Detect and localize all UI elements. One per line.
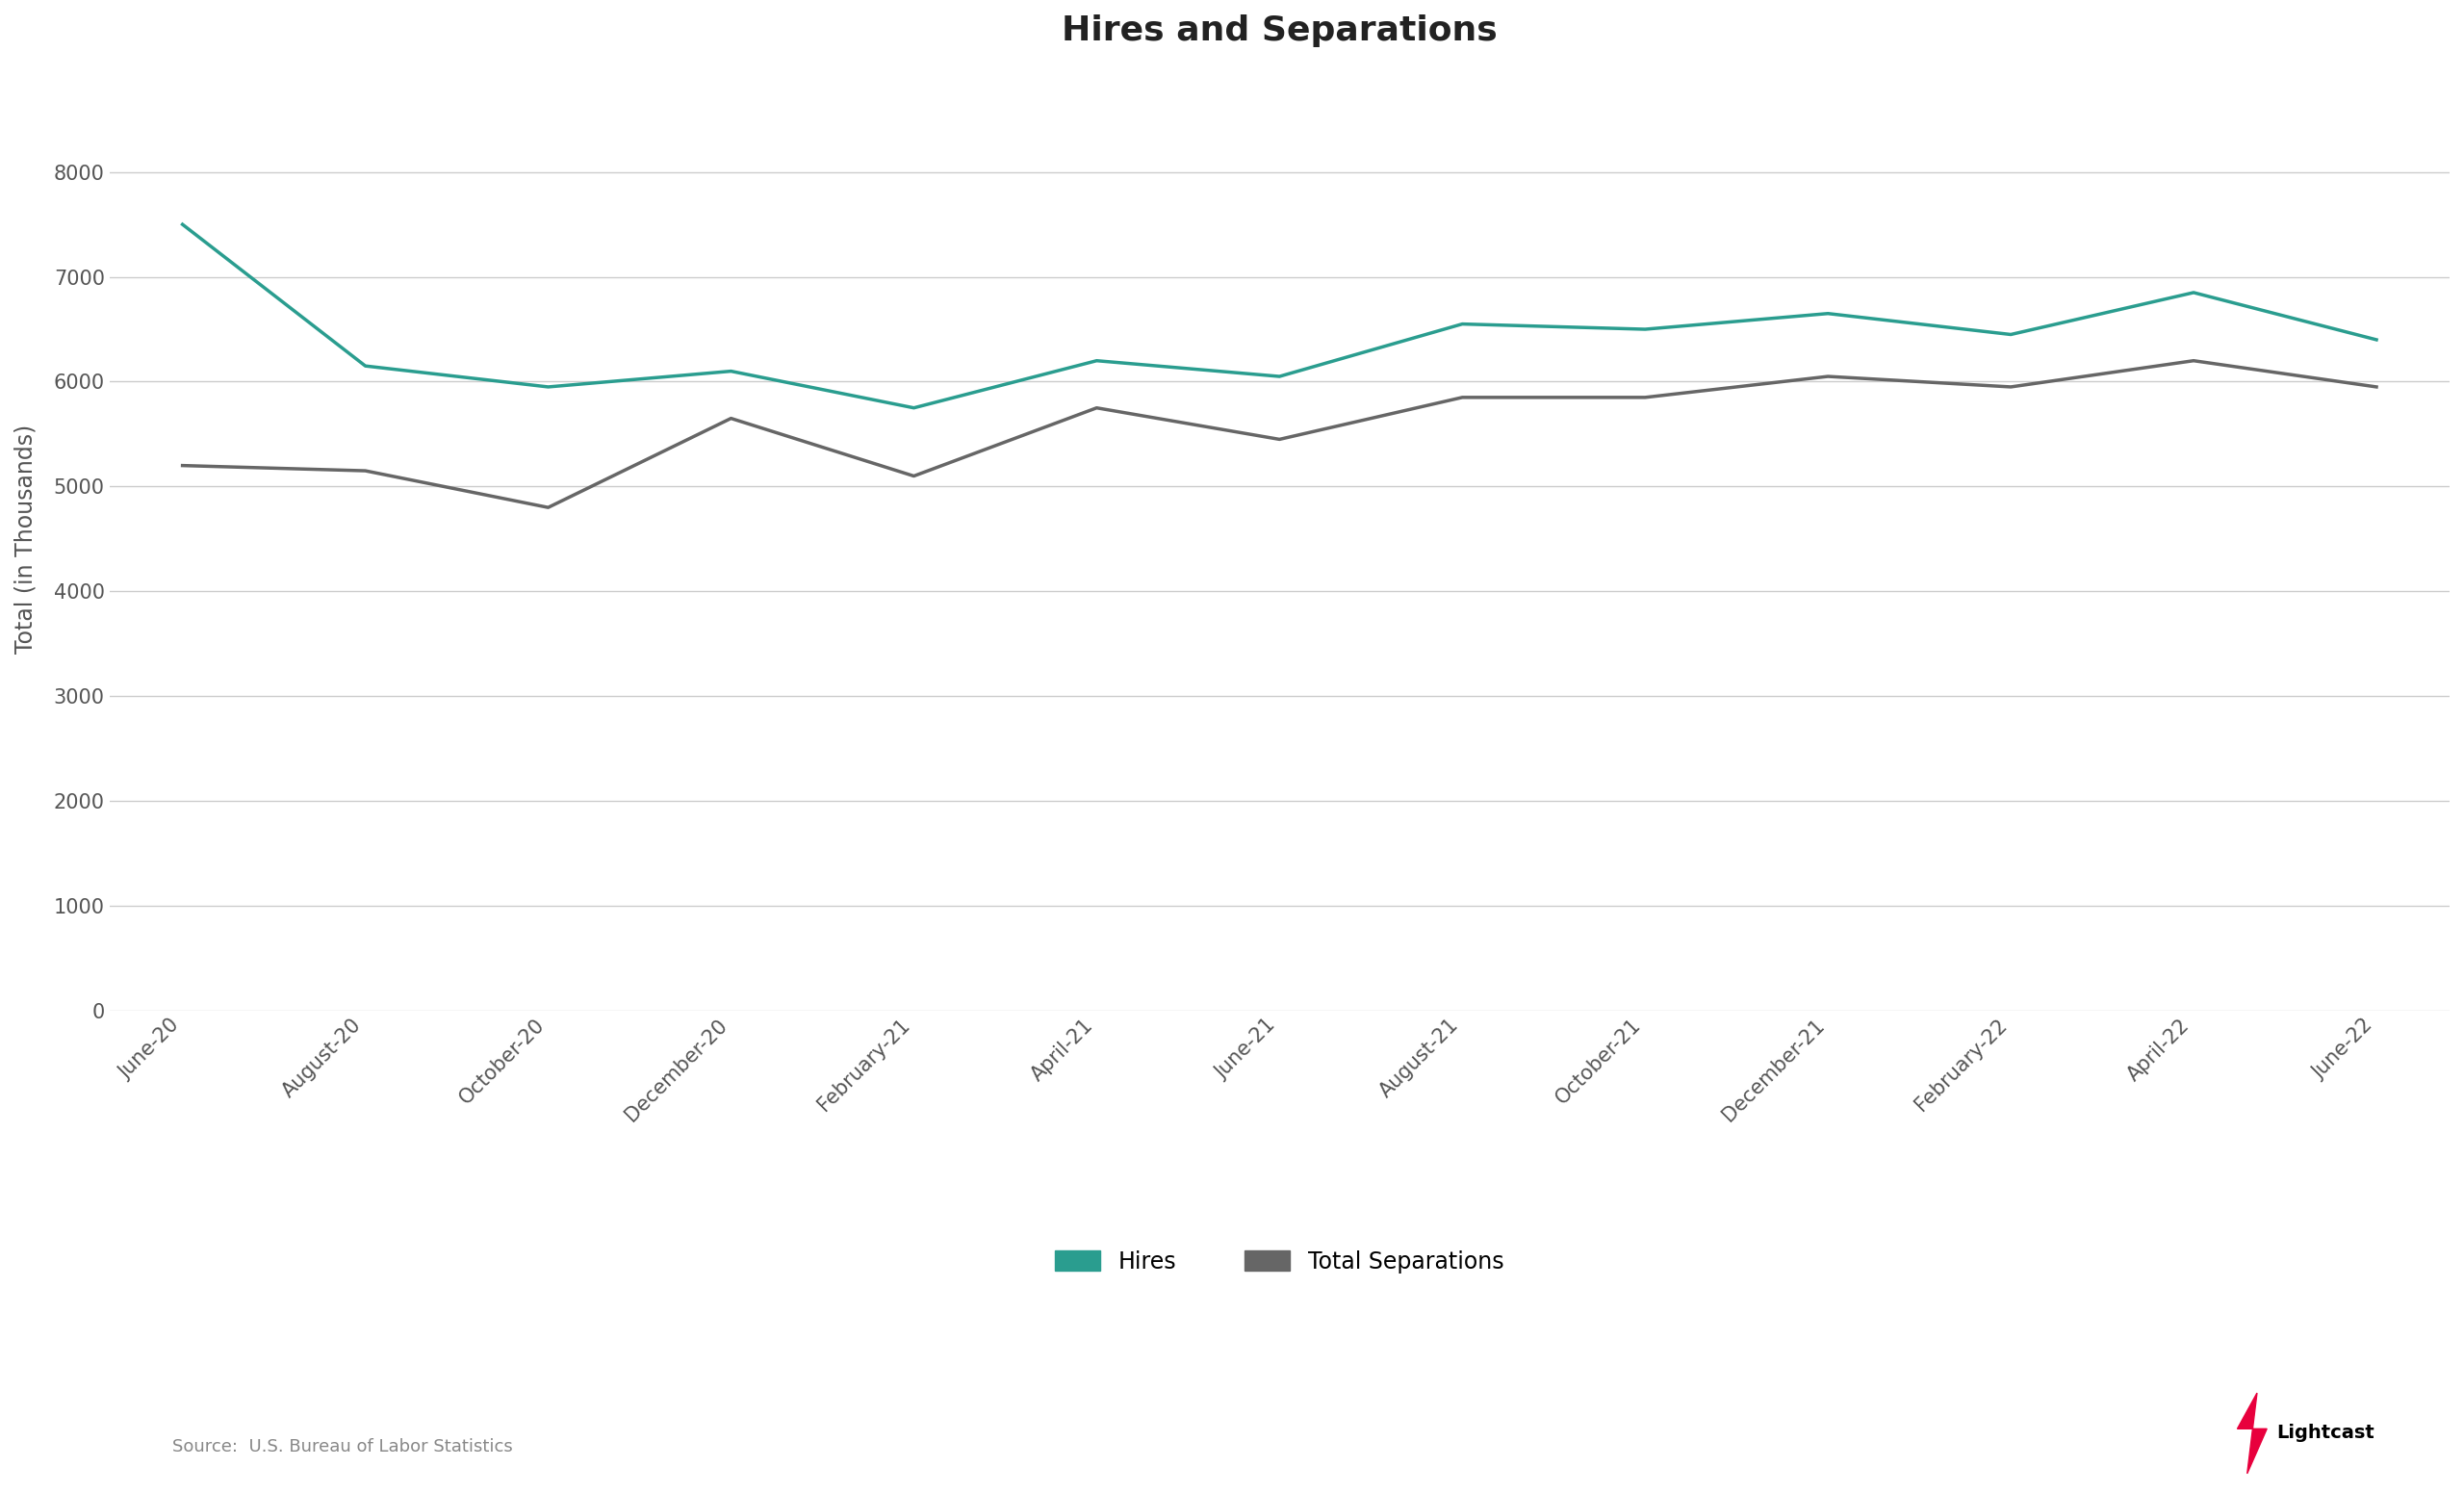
Polygon shape — [2237, 1393, 2267, 1474]
Text: Source:  U.S. Bureau of Labor Statistics: Source: U.S. Bureau of Labor Statistics — [172, 1438, 513, 1456]
Y-axis label: Total (in Thousands): Total (in Thousands) — [15, 424, 37, 654]
Legend: Hires, Total Separations: Hires, Total Separations — [1045, 1241, 1513, 1282]
Text: Lightcast: Lightcast — [2277, 1424, 2375, 1442]
Title: Hires and Separations: Hires and Separations — [1062, 15, 1498, 48]
